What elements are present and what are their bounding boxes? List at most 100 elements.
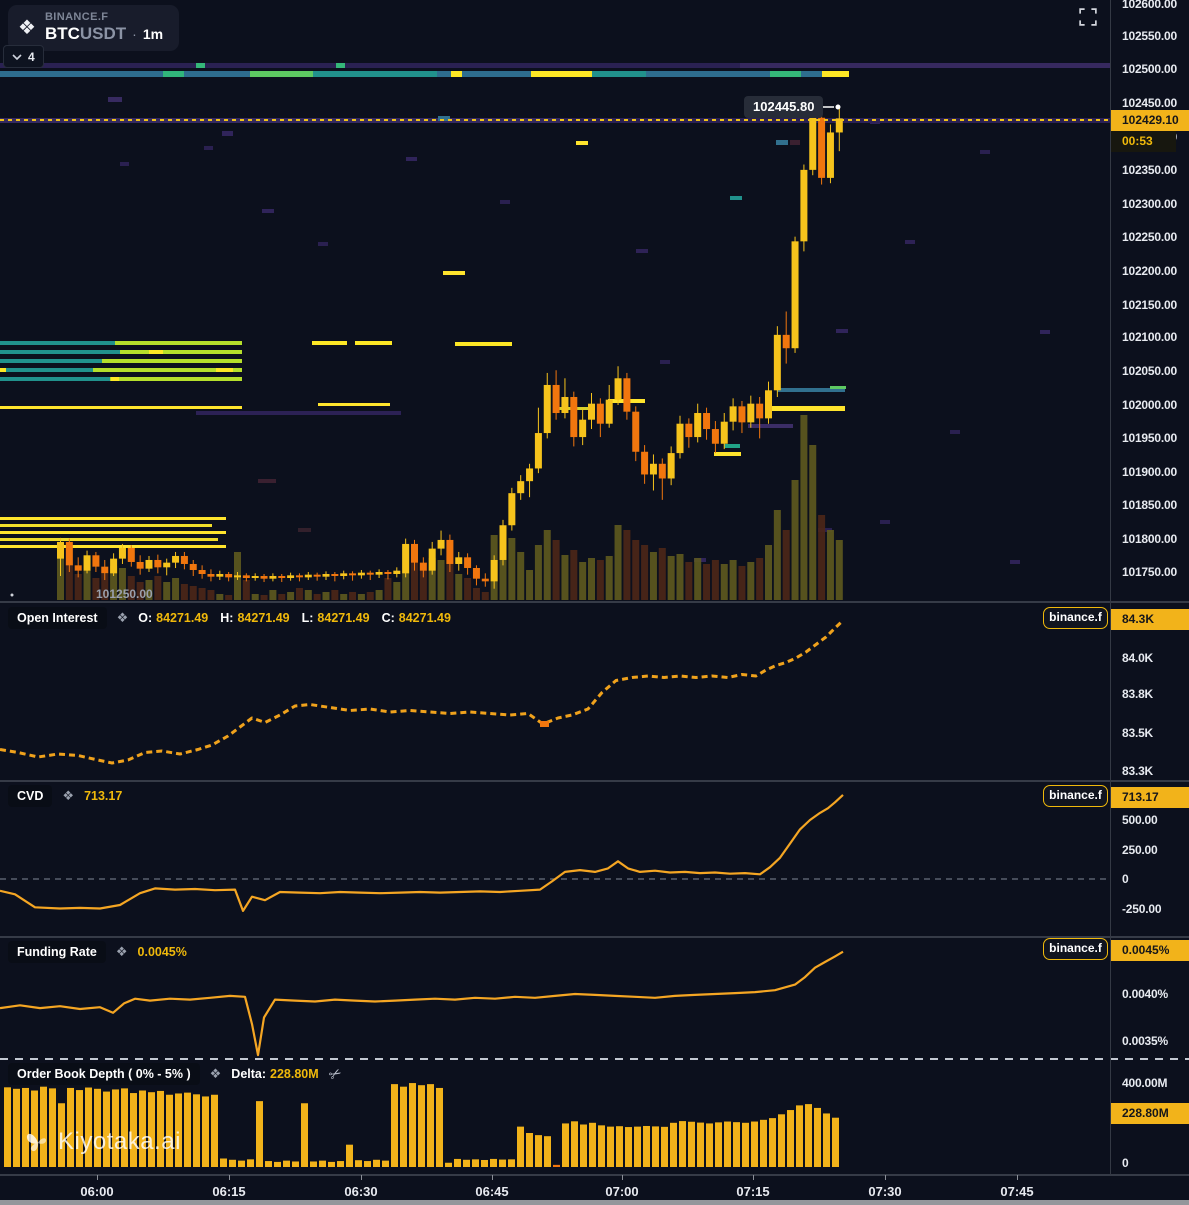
price-axis-label[interactable]: 102250.00 — [1122, 230, 1177, 244]
heatmap-streak — [636, 249, 648, 253]
heatmap-streak — [0, 377, 110, 381]
depth-bar — [31, 1090, 38, 1167]
time-axis-label[interactable]: 06:45 — [475, 1184, 509, 1199]
heatmap-streak — [312, 341, 347, 345]
candle — [720, 421, 728, 444]
depth-bar — [598, 1125, 605, 1167]
volume-bar — [446, 556, 454, 600]
cvd-axis-label[interactable]: 250.00 — [1122, 843, 1158, 857]
price-axis-label[interactable]: 101750.00 — [1122, 565, 1177, 579]
candle — [65, 541, 73, 566]
candle — [216, 574, 224, 577]
heatmap-streak — [204, 146, 213, 150]
time-axis-label[interactable]: 07:15 — [736, 1184, 770, 1199]
heatmap-streak — [740, 63, 1110, 68]
candle — [694, 413, 702, 438]
cvd-axis-label[interactable]: 0 — [1122, 872, 1129, 886]
heatmap-streak — [196, 63, 205, 68]
price-axis-label[interactable]: 102550.00 — [1122, 29, 1177, 43]
obd-axis-label[interactable]: 0 — [1122, 1156, 1129, 1170]
price-axis-label[interactable]: 102600.00 — [1122, 0, 1177, 11]
candle — [729, 406, 737, 422]
price-axis-label[interactable]: 102000.00 — [1122, 398, 1177, 412]
candle — [809, 117, 817, 170]
candle — [526, 468, 534, 482]
time-axis-label[interactable]: 07:45 — [1000, 1184, 1034, 1199]
candle — [605, 399, 613, 424]
price-axis-label[interactable]: 101950.00 — [1122, 431, 1177, 445]
order-book-depth-header: Order Book Depth ( 0% - 5% ) ❖ Delta: 228… — [8, 1063, 345, 1085]
depth-bar — [409, 1083, 416, 1167]
heatmap-streak — [222, 131, 233, 136]
time-axis-label[interactable]: 07:30 — [868, 1184, 902, 1199]
price-axis-label[interactable]: 102450.00 — [1122, 96, 1177, 110]
order-book-depth-title[interactable]: Order Book Depth ( 0% - 5% ) — [8, 1063, 200, 1085]
candle — [189, 563, 197, 570]
heatmap-streak — [870, 120, 880, 124]
depth-bar — [58, 1103, 65, 1167]
cvd-title[interactable]: CVD — [8, 785, 53, 807]
time-axis-label[interactable]: 06:00 — [80, 1184, 114, 1199]
price-axis-label[interactable]: 101850.00 — [1122, 498, 1177, 512]
volume-bar — [65, 560, 73, 600]
time-axis-label[interactable]: 06:30 — [344, 1184, 378, 1199]
candle — [773, 334, 781, 391]
funding-axis-label[interactable]: 0.0040% — [1122, 987, 1168, 1001]
oi-axis-label[interactable]: 83.5K — [1122, 726, 1154, 740]
depth-bar — [544, 1136, 551, 1167]
depth-bar — [688, 1121, 695, 1167]
volume-bar — [145, 580, 153, 600]
volume-bar — [835, 540, 843, 600]
candle — [198, 569, 206, 575]
binance-mini-icon: ❖ — [115, 944, 128, 959]
timeframe-label[interactable]: 1m — [142, 26, 164, 42]
depth-bar — [346, 1144, 353, 1167]
heatmap-streak — [111, 377, 119, 381]
volume-bar — [756, 558, 764, 600]
oi-axis-label[interactable]: 83.8K — [1122, 687, 1154, 701]
depth-bar — [742, 1122, 749, 1167]
price-axis-label[interactable]: 101900.00 — [1122, 465, 1177, 479]
price-axis-label[interactable]: 102100.00 — [1122, 330, 1177, 344]
heatmap-streak — [0, 545, 226, 548]
heatmap-streak — [0, 71, 163, 77]
time-axis-label[interactable]: 07:00 — [605, 1184, 639, 1199]
obd-axis-label[interactable]: 400.00M — [1122, 1076, 1168, 1090]
volume-bar — [455, 574, 463, 600]
depth-bar — [238, 1160, 245, 1167]
cvd-axis-label[interactable]: -250.00 — [1122, 902, 1162, 916]
cvd-axis-label[interactable]: 500.00 — [1122, 813, 1158, 827]
volume-bar — [357, 594, 365, 600]
heatmap-streak — [455, 342, 512, 346]
oi-axis-label[interactable]: 83.3K — [1122, 764, 1154, 778]
fullscreen-button[interactable] — [1079, 8, 1097, 26]
heatmap-streak — [0, 406, 242, 409]
price-axis-label[interactable]: 102200.00 — [1122, 264, 1177, 278]
candle — [428, 548, 436, 571]
collapse-indicators-button[interactable]: 4 — [3, 45, 44, 68]
price-axis-label[interactable]: 102300.00 — [1122, 197, 1177, 211]
candle — [349, 573, 357, 576]
open-interest-title[interactable]: Open Interest — [8, 607, 107, 629]
binance-mini-icon: ❖ — [209, 1066, 222, 1081]
funding-rate-title[interactable]: Funding Rate — [8, 941, 106, 963]
price-axis-label[interactable]: 102050.00 — [1122, 364, 1177, 378]
time-axis-label[interactable]: 06:15 — [212, 1184, 246, 1199]
symbol-card[interactable]: ❖ BINANCE.F BTCUSDT · 1m — [8, 5, 180, 51]
depth-bar — [418, 1085, 425, 1167]
depth-bar — [175, 1093, 182, 1167]
oi-axis-label[interactable]: 84.0K — [1122, 651, 1154, 665]
volume-bar — [464, 578, 472, 600]
depth-bar — [130, 1093, 137, 1167]
price-axis-label[interactable]: 101800.00 — [1122, 532, 1177, 546]
depth-bar — [760, 1119, 767, 1167]
price-axis-label[interactable]: 102500.00 — [1122, 62, 1177, 76]
obd-delta: Delta: 228.80M — [231, 1067, 319, 1081]
volume-bar — [304, 590, 312, 600]
candle — [110, 558, 118, 574]
price-axis-label[interactable]: 102350.00 — [1122, 163, 1177, 177]
funding-axis-label[interactable]: 0.0035% — [1122, 1034, 1168, 1048]
price-axis-label[interactable]: 102150.00 — [1122, 298, 1177, 312]
